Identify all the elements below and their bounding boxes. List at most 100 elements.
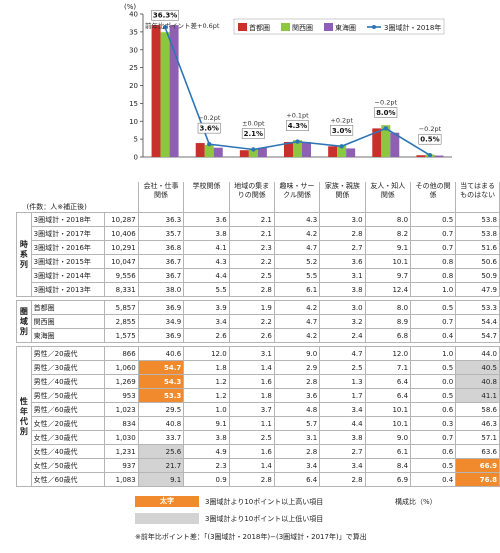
diff-label: −0.2pt [375, 98, 398, 106]
value-cell: 10.1 [364, 416, 412, 431]
value-cell: 0.5 [410, 212, 457, 227]
legend-label: 首都圏 [249, 23, 270, 32]
section-label-char: 圏 [19, 306, 28, 316]
y-tick-label: 5 [134, 136, 138, 144]
value-cell: 4.4 [183, 268, 230, 283]
value-cell: 9.7 [364, 268, 412, 283]
row-label: 女性／50歳代 [30, 458, 105, 473]
value-cell: 0.5 [410, 300, 457, 315]
value-cell: 53.3 [455, 300, 500, 315]
row-label: 東海圏 [30, 328, 105, 343]
section-label-char: 性 [19, 396, 28, 406]
value-cell: 3.8 [319, 430, 366, 445]
value-cell: 2.7 [319, 444, 366, 459]
point-label: 0.5% [420, 136, 439, 144]
row-label: 男性／40歳代 [30, 374, 105, 389]
point-label-box [418, 133, 442, 145]
value-cell: 21.7 [137, 458, 185, 473]
row-count: 1,030 [103, 430, 139, 445]
value-cell: 38.0 [137, 282, 185, 297]
column-header: 地域の集まりの関係 [228, 182, 275, 213]
value-cell: 4.1 [183, 240, 230, 255]
data-table: (件数：人※補正後) 会社・仕事関係 学校関係 地域の集まりの関係 趣味・サークル関係家… [16, 182, 500, 487]
value-cell: 3.0 [319, 300, 366, 315]
row-label: 女性／20歳代 [30, 416, 105, 431]
value-cell: 1.2 [183, 374, 230, 389]
bar-東海圏 [169, 25, 179, 157]
diff-label: −0.2pt [198, 114, 221, 122]
legend-high-swatch: 太字 [135, 496, 199, 507]
value-cell: 47.9 [455, 282, 500, 297]
diff-label: +0.2pt [330, 116, 353, 124]
bar-関西圏 [160, 32, 170, 157]
value-cell: 4.7 [273, 240, 321, 255]
bar-首都圏 [195, 143, 205, 157]
value-cell: 3.6 [273, 388, 321, 403]
value-cell: 1.0 [183, 402, 230, 417]
value-cell: 5.5 [273, 268, 321, 283]
point-label: 36.3% [153, 12, 177, 20]
row-count: 1,231 [103, 444, 139, 459]
bar-関西圏 [337, 145, 347, 157]
section-label-char: 域 [19, 316, 28, 326]
point-label-box [241, 128, 265, 139]
value-cell: 1.7 [319, 388, 366, 403]
table-row: 女性／50歳代 937 21.7 2.3 1.4 3.4 3.4 8.4 0.5 66.9 [17, 458, 500, 473]
value-cell: 3.4 [319, 458, 366, 473]
bar-chart: 0 5 10 15 20 25 30 35 40(%) 36.3% 3.6% −0.2pt 2.1% ±0… [124, 3, 452, 162]
y-tick-label: 40 [129, 11, 138, 19]
row-label: 男性／20歳代 [30, 346, 105, 361]
value-cell: 1.4 [228, 458, 275, 473]
value-cell: 34.9 [137, 314, 185, 329]
line-point [251, 147, 256, 152]
row-count: 1,575 [103, 328, 139, 343]
row-count: 5,857 [103, 300, 139, 315]
value-cell: 0.5 [410, 388, 457, 403]
row-label: 男性／30歳代 [30, 360, 105, 375]
value-cell: 2.8 [228, 282, 275, 297]
value-cell: 8.4 [364, 458, 412, 473]
table-row: 性年代別男性／20歳代 866 40.6 12.0 3.1 9.0 4.7 12.0 1.0 44… [16, 346, 500, 487]
value-cell: 2.6 [183, 328, 230, 343]
table-row: 時系列 3圏域計・2018年 10,287 36.3 3.6 2.1 4.3 3.0 8.0 0.… [16, 212, 500, 297]
diff-label: −0.2pt [419, 125, 442, 133]
legend-high-text: 3圏域計より10ポイント以上高い項目 [205, 498, 324, 506]
value-cell: 5.2 [273, 254, 321, 269]
row-label: 男性／50歳代 [30, 388, 105, 403]
value-cell: 4.7 [319, 346, 366, 361]
row-count: 1,060 [103, 360, 139, 375]
value-cell: 36.3 [137, 212, 185, 227]
section-label: 圏域別 [16, 300, 32, 343]
diff-footnote: ※前年比ポイント差：「(3圏域計・2018年)−(3圏域計・2017年)」で算出 [135, 533, 367, 541]
value-cell: 4.8 [273, 402, 321, 417]
row-label: 首都圏 [30, 300, 105, 315]
value-cell: 12.0 [183, 346, 230, 361]
section-label-char: 別 [19, 326, 28, 336]
value-cell: 1.6 [228, 374, 275, 389]
value-cell: 50.9 [455, 268, 500, 283]
value-cell: 40.8 [137, 416, 185, 431]
value-cell: 2.8 [319, 472, 366, 487]
table-row: 男性／60歳代 1,023 29.5 1.0 3.7 4.8 3.4 10.1 0.6 58.6 [17, 402, 500, 417]
value-cell: 0.8 [410, 268, 457, 283]
value-cell: 2.5 [228, 268, 275, 283]
diff-label: ±0.0pt [242, 119, 265, 127]
bar-首都圏 [328, 146, 338, 157]
row-label: 男性／60歳代 [30, 402, 105, 417]
table-row: 男性／40歳代 1,269 54.3 1.2 1.6 2.8 1.3 6.4 0.0 40.8 [17, 374, 500, 389]
value-cell: 9.1 [137, 472, 185, 487]
row-count: 937 [103, 458, 139, 473]
value-cell: 46.3 [455, 416, 500, 431]
value-cell: 12.4 [364, 282, 412, 297]
bar-関西圏 [293, 140, 302, 157]
point-label: 3.0% [332, 127, 351, 135]
table-row: 女性／30歳代 1,030 33.7 3.8 2.5 3.1 3.8 9.0 0.7 57.1 [17, 430, 500, 445]
value-cell: 3.1 [273, 430, 321, 445]
y-tick-label: 25 [129, 64, 138, 72]
legend-label: 3圏域計・2018年 [384, 23, 441, 32]
point-label-box [330, 125, 354, 136]
value-cell: 6.4 [364, 388, 412, 403]
value-cell: 0.3 [410, 416, 457, 431]
row-count: 2,855 [103, 314, 139, 329]
value-cell: 53.3 [137, 388, 185, 403]
